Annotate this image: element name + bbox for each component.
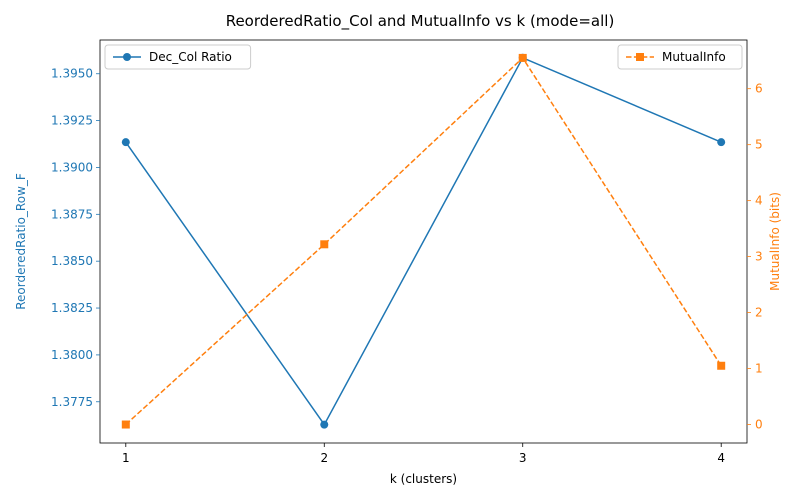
- right-y-tick-label: 5: [755, 138, 763, 152]
- left-y-tick-label: 1.3850: [51, 254, 93, 268]
- right-y-tick-label: 0: [755, 418, 763, 432]
- right-y-tick-label: 6: [755, 82, 763, 96]
- data-point-2: [121, 420, 130, 429]
- right-y-axis: 0 1 2 3 4 5 6: [747, 82, 763, 432]
- left-y-axis: 1.3775 1.3800 1.3825 1.3850 1.3875 1.3900 1.39…: [51, 67, 100, 409]
- right-y-tick-label: 3: [755, 250, 763, 264]
- data-point-2: [518, 53, 527, 62]
- data-point-1: [717, 138, 726, 147]
- x-tick-label: 2: [320, 451, 328, 465]
- chart-title: ReorderedRatio_Col and MutualInfo vs k (…: [226, 12, 615, 31]
- legend-marker: [123, 53, 131, 61]
- data-point-1: [121, 138, 130, 147]
- left-axis-label: ReorderedRatio_Row_F: [14, 173, 28, 310]
- x-tick-label: 1: [122, 451, 130, 465]
- right-y-tick-label: 4: [755, 194, 763, 208]
- plot-frame: [99, 39, 748, 444]
- legend-label: Dec_Col Ratio: [149, 50, 232, 64]
- legends: Dec_Col Ratio MutualInfo: [104, 44, 743, 70]
- legend-box: [104, 44, 252, 70]
- left-y-tick-label: 1.3825: [51, 301, 93, 315]
- left-y-tick-label: 1.3800: [51, 348, 93, 362]
- legend-label: MutualInfo: [662, 50, 726, 64]
- legend-top-right: MutualInfo: [617, 44, 743, 70]
- x-tick-label: 3: [519, 451, 527, 465]
- data-point-1: [320, 420, 329, 429]
- x-axis-label: k (clusters): [390, 472, 457, 486]
- legend-top-left: Dec_Col Ratio: [104, 44, 252, 70]
- series-line-2: [125, 56, 722, 426]
- left-y-tick-label: 1.3950: [51, 67, 93, 81]
- left-y-tick-label: 1.3775: [51, 395, 93, 409]
- data-point-2: [717, 361, 726, 370]
- legend-box: [617, 44, 743, 70]
- left-y-tick-label: 1.3900: [51, 160, 93, 174]
- x-axis: 1 2 3 4: [122, 443, 725, 465]
- legend-marker: [636, 53, 644, 61]
- left-y-tick-label: 1.3925: [51, 114, 93, 128]
- x-tick-label: 4: [717, 451, 725, 465]
- data-point-2: [320, 240, 329, 249]
- left-y-tick-label: 1.3875: [51, 207, 93, 221]
- right-axis-label: MutualInfo (bits): [768, 192, 782, 291]
- right-y-tick-label: 2: [755, 306, 763, 320]
- plot-area: [121, 53, 726, 429]
- right-y-tick-label: 1: [755, 362, 763, 376]
- series-line-1: [125, 56, 722, 427]
